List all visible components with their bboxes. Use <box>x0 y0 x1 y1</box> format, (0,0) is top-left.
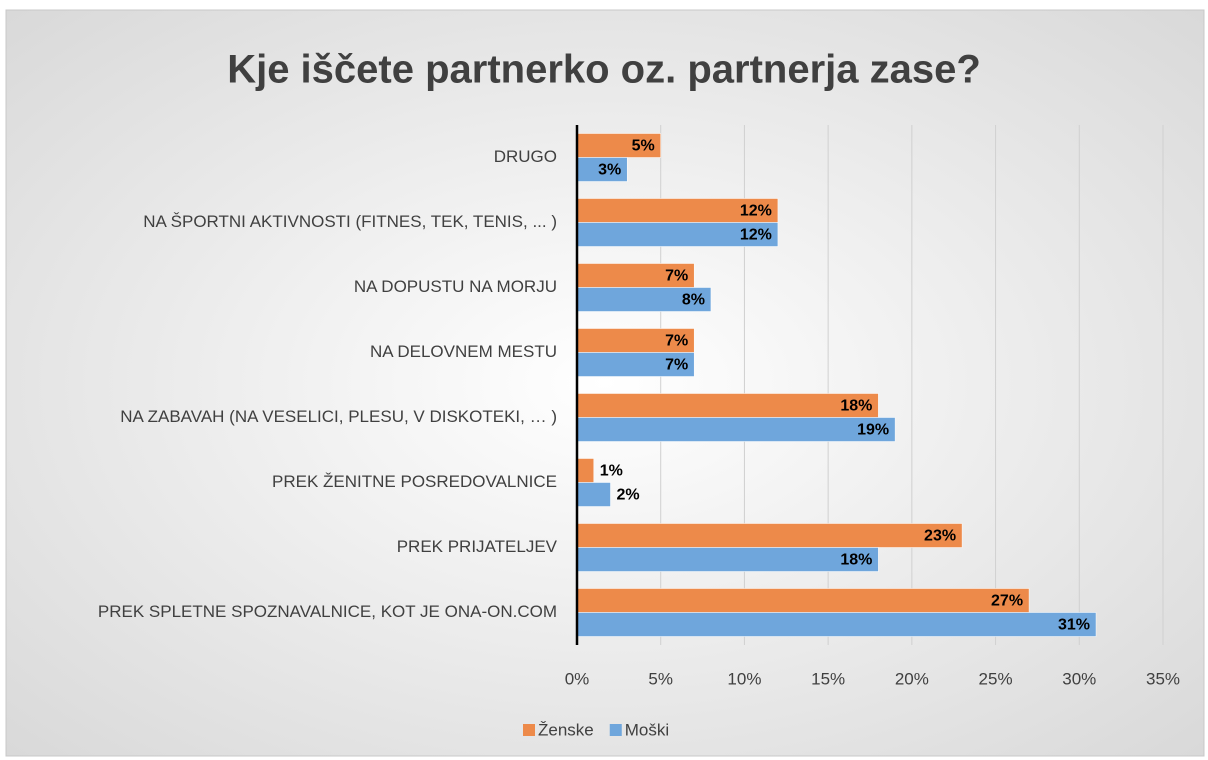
bar <box>576 222 779 247</box>
category-label: NA ZABAVAH (NA VESELICI, PLESU, V DISKOT… <box>120 407 557 426</box>
value-label: 5% <box>632 138 655 155</box>
value-label: 12% <box>740 203 772 220</box>
x-tick-label: 20% <box>895 669 929 688</box>
bar <box>576 198 779 223</box>
legend-label: Moški <box>625 720 669 739</box>
value-label: 19% <box>857 422 889 439</box>
x-tick-label: 5% <box>648 669 673 688</box>
value-label: 31% <box>1058 617 1090 634</box>
bar <box>576 588 1030 613</box>
legend-swatch <box>609 724 622 736</box>
value-label: 18% <box>840 398 872 415</box>
bar <box>576 157 628 182</box>
value-label: 1% <box>600 463 623 480</box>
category-label: DRUGO <box>494 147 557 166</box>
bar <box>576 393 879 418</box>
value-label: 7% <box>665 333 688 350</box>
x-tick-label: 0% <box>565 669 590 688</box>
category-label: PREK PRIJATELJEV <box>397 537 558 556</box>
bar <box>576 547 879 572</box>
legend-label: Ženske <box>538 720 594 739</box>
category-label: NA DELOVNEM MESTU <box>370 342 557 361</box>
x-tick-label: 30% <box>1062 669 1096 688</box>
category-label: NA ŠPORTNI AKTIVNOSTI (FITNES, TEK, TENI… <box>143 212 557 231</box>
bar <box>576 263 695 288</box>
value-label: 7% <box>665 268 688 285</box>
value-label: 2% <box>616 487 639 504</box>
bar <box>576 328 695 353</box>
value-label: 12% <box>740 227 772 244</box>
bar <box>576 612 1097 637</box>
bar <box>576 482 611 507</box>
value-label: 3% <box>598 162 621 179</box>
chart-title: Kje iščete partnerko oz. partnerja zase? <box>227 48 981 92</box>
bar <box>576 287 712 312</box>
x-tick-label: 25% <box>979 669 1013 688</box>
x-tick-label: 35% <box>1146 669 1180 688</box>
value-label: 27% <box>991 593 1023 610</box>
bar <box>576 417 896 442</box>
category-label: PREK SPLETNE SPOZNAVALNICE, KOT JE ONA-O… <box>98 602 557 621</box>
bar <box>576 458 594 483</box>
category-label: NA DOPUSTU NA MORJU <box>354 277 557 296</box>
legend-swatch <box>523 724 535 736</box>
bar <box>576 352 695 377</box>
category-label: PREK ŽENITNE POSREDOVALNICE <box>272 472 557 491</box>
value-label: 8% <box>682 292 705 309</box>
value-label: 23% <box>924 528 956 545</box>
value-label: 7% <box>665 357 688 374</box>
x-tick-label: 10% <box>727 669 761 688</box>
bar <box>576 523 963 548</box>
background <box>5 9 1205 757</box>
x-tick-label: 15% <box>811 669 845 688</box>
value-label: 18% <box>840 552 872 569</box>
